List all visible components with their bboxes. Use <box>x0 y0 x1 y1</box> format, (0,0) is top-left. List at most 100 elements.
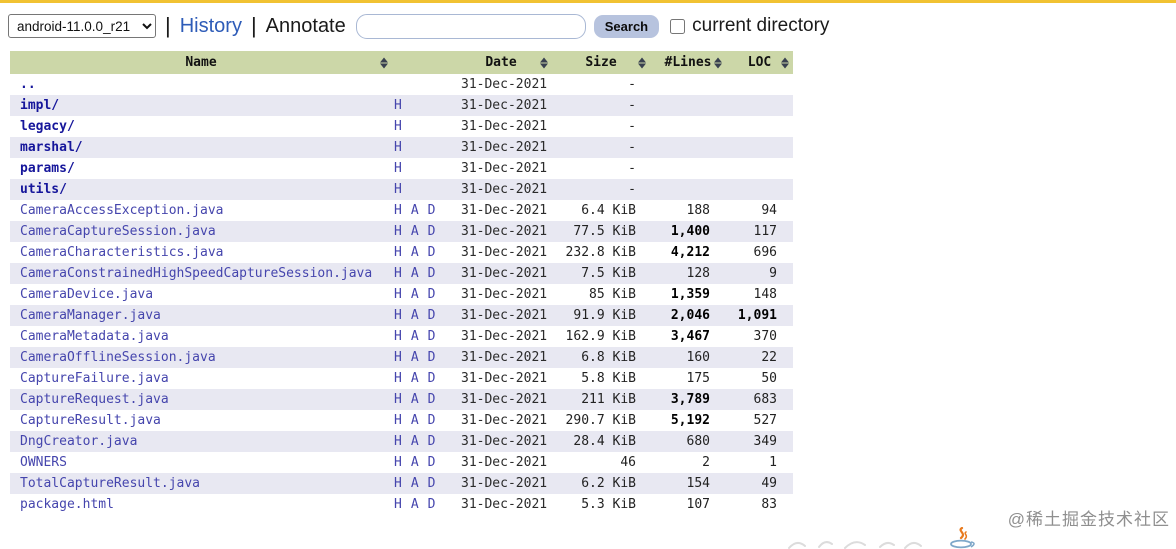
download-link[interactable]: D <box>427 287 436 302</box>
history-link[interactable]: H <box>394 413 402 428</box>
history-link[interactable]: H <box>394 224 402 239</box>
download-link[interactable]: D <box>427 350 436 365</box>
annotate-link[interactable]: A <box>410 434 419 449</box>
directory-link[interactable]: legacy/ <box>20 119 75 134</box>
separator: | <box>250 13 257 38</box>
size-cell: - <box>628 77 636 92</box>
file-link[interactable]: OWNERS <box>20 455 67 470</box>
file-link[interactable]: CameraAccessException.java <box>20 203 224 218</box>
date-cell: 31-Dec-2021 <box>461 203 548 218</box>
history-link[interactable]: H <box>394 455 402 470</box>
sort-icon[interactable] <box>540 57 548 68</box>
version-select[interactable]: android-11.0.0_r21 <box>8 14 156 38</box>
annotate-link[interactable]: A <box>410 413 419 428</box>
download-link[interactable]: D <box>427 266 436 281</box>
file-link[interactable]: CameraManager.java <box>20 308 161 323</box>
column-header-date[interactable]: Date <box>450 51 552 74</box>
download-link[interactable]: D <box>427 392 436 407</box>
download-link[interactable]: D <box>427 434 436 449</box>
search-button[interactable]: Search <box>593 14 660 38</box>
directory-link[interactable]: utils/ <box>20 182 67 197</box>
file-link[interactable]: CameraDevice.java <box>20 287 154 302</box>
sort-icon[interactable] <box>638 57 646 68</box>
history-link[interactable]: H <box>394 161 402 176</box>
history-link[interactable]: H <box>394 350 402 365</box>
history-link[interactable]: H <box>394 308 402 323</box>
history-link[interactable]: H <box>394 182 402 197</box>
download-link[interactable]: D <box>427 413 436 428</box>
current-directory-checkbox[interactable] <box>670 18 686 34</box>
annotate-link[interactable]: A <box>410 497 419 512</box>
size-cell: 5.3 KiB <box>581 497 636 512</box>
search-input[interactable] <box>355 13 586 39</box>
column-header-lines[interactable]: #Lines <box>650 51 726 74</box>
history-link[interactable]: H <box>394 434 402 449</box>
annotate-link[interactable]: A <box>410 329 419 344</box>
annotate-link[interactable]: A <box>410 455 419 470</box>
size-cell: 28.4 KiB <box>573 434 636 449</box>
history-link[interactable]: H <box>394 287 402 302</box>
file-link[interactable]: CaptureRequest.java <box>20 392 169 407</box>
annotate-link[interactable]: A <box>410 350 419 365</box>
annotate-label: Annotate <box>265 14 346 37</box>
download-link[interactable]: D <box>427 329 436 344</box>
table-row: .. 31-Dec-2021 - <box>10 74 793 95</box>
download-link[interactable]: D <box>427 203 436 218</box>
annotate-link[interactable]: A <box>410 308 419 323</box>
annotate-link[interactable]: A <box>410 392 419 407</box>
download-link[interactable]: D <box>427 308 436 323</box>
sort-icon[interactable] <box>380 57 388 68</box>
loc-cell <box>726 95 793 116</box>
history-link[interactable]: H <box>394 392 402 407</box>
annotate-link[interactable]: A <box>410 476 419 491</box>
file-link[interactable]: DngCreator.java <box>20 434 138 449</box>
file-link[interactable]: CameraCharacteristics.java <box>20 245 224 260</box>
toolbar: android-11.0.0_r21 | History | Annotate … <box>0 3 1176 48</box>
annotate-link[interactable]: A <box>410 371 419 386</box>
history-nav-link[interactable]: History <box>179 14 242 37</box>
column-header-size[interactable]: Size <box>552 51 650 74</box>
history-link[interactable]: H <box>394 98 402 113</box>
annotate-link[interactable]: A <box>410 224 419 239</box>
file-link[interactable]: CaptureFailure.java <box>20 371 169 386</box>
history-link[interactable]: H <box>394 266 402 281</box>
file-link[interactable]: TotalCaptureResult.java <box>20 476 201 491</box>
column-header-loc[interactable]: LOC <box>726 51 793 74</box>
download-link[interactable]: D <box>427 497 436 512</box>
history-link[interactable]: H <box>394 329 402 344</box>
history-link[interactable]: H <box>394 371 402 386</box>
download-link[interactable]: D <box>427 224 436 239</box>
download-link[interactable]: D <box>427 455 436 470</box>
column-header-name[interactable]: Name <box>10 51 392 74</box>
download-link[interactable]: D <box>427 371 436 386</box>
history-link[interactable]: H <box>394 497 402 512</box>
sort-icon[interactable] <box>781 57 789 68</box>
file-link[interactable]: CaptureResult.java <box>20 413 161 428</box>
parent-directory-link[interactable]: .. <box>20 77 36 92</box>
directory-link[interactable]: params/ <box>20 161 75 176</box>
size-cell: 211 KiB <box>581 392 636 407</box>
sort-icon[interactable] <box>714 57 722 68</box>
directory-link[interactable]: impl/ <box>20 98 60 113</box>
history-link[interactable]: H <box>394 119 402 134</box>
file-link[interactable]: package.html <box>20 497 114 512</box>
file-link[interactable]: CameraConstrainedHighSpeedCaptureSession… <box>20 266 373 281</box>
annotate-link[interactable]: A <box>410 245 419 260</box>
history-link[interactable]: H <box>394 140 402 155</box>
history-link[interactable]: H <box>394 245 402 260</box>
file-link[interactable]: CameraCaptureSession.java <box>20 224 216 239</box>
file-link[interactable]: CameraMetadata.java <box>20 329 169 344</box>
directory-link[interactable]: marshal/ <box>20 140 83 155</box>
history-link[interactable]: H <box>394 203 402 218</box>
annotate-link[interactable]: A <box>410 266 419 281</box>
file-link[interactable]: CameraOfflineSession.java <box>20 350 216 365</box>
history-link[interactable]: H <box>394 476 402 491</box>
lines-cell: 2 <box>702 455 710 470</box>
annotate-link[interactable]: A <box>410 287 419 302</box>
annotate-link[interactable]: A <box>410 203 419 218</box>
lines-cell: 2,046 <box>670 308 710 323</box>
download-link[interactable]: D <box>427 245 436 260</box>
file-listing-table: Name Date Size #Lines LOC .. 31-Dec-2021 -… <box>10 51 793 515</box>
download-link[interactable]: D <box>427 476 436 491</box>
size-cell: 6.8 KiB <box>581 350 636 365</box>
